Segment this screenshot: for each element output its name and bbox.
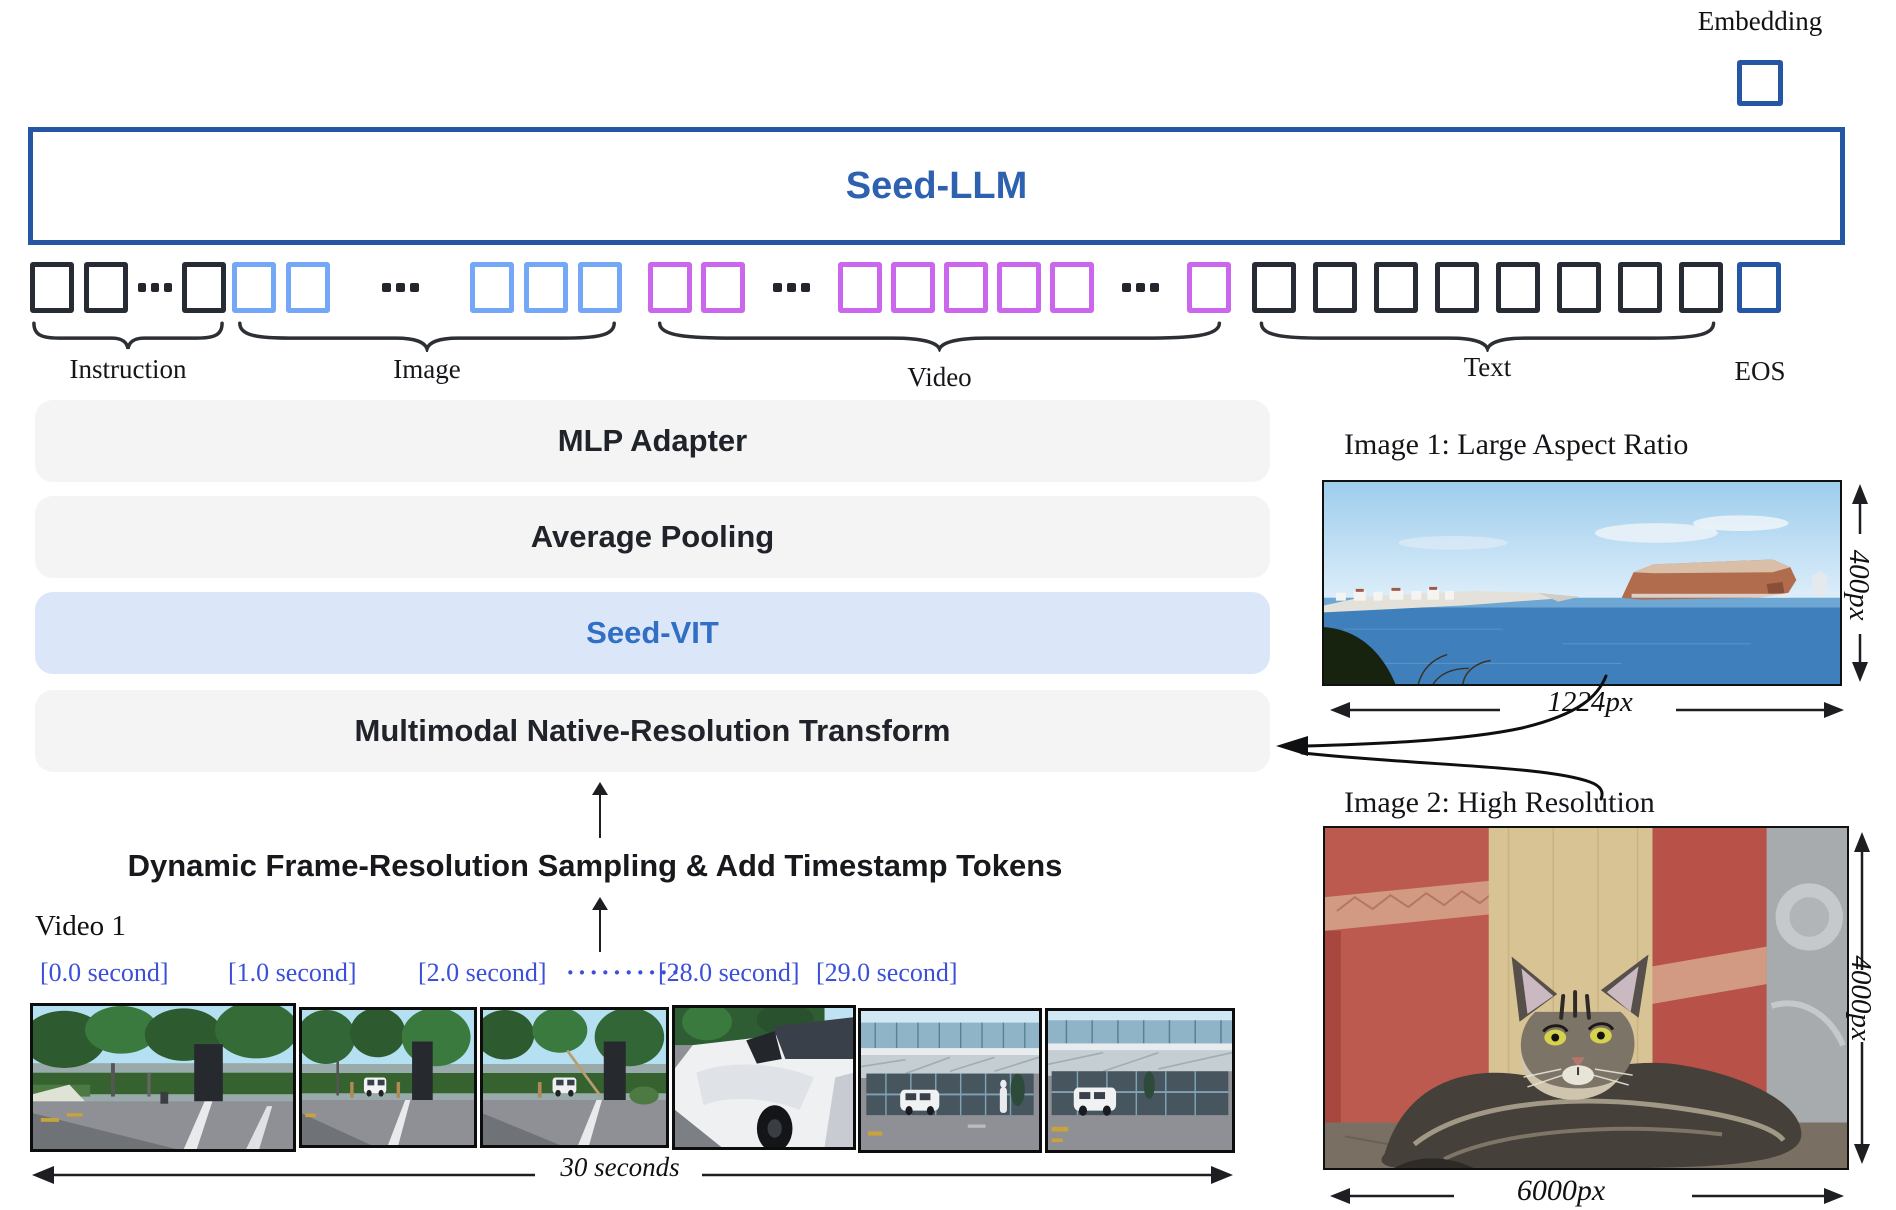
video-frame-2-image (299, 1007, 477, 1148)
image1-title: Image 1: Large Aspect Ratio (1344, 428, 1689, 461)
image1-height-label: 400px (1843, 549, 1875, 621)
video-token-square (997, 262, 1041, 313)
text-token-square (1313, 262, 1357, 313)
video-label: Video (907, 362, 972, 392)
image2-width-arrow-icon (1328, 1184, 1846, 1208)
dot (1122, 283, 1131, 292)
text-token-square (1557, 262, 1601, 313)
image1-width-label: 1224px (1547, 686, 1633, 718)
dot (409, 283, 419, 292)
image2-height-label: 4000px (1845, 955, 1877, 1041)
duration-arrow-icon (30, 1160, 1235, 1190)
text-token-square (1618, 262, 1662, 313)
video-title: Video 1 (35, 910, 126, 942)
dot (1136, 283, 1145, 292)
text-token-square (1679, 262, 1723, 313)
token-group-image (232, 262, 622, 313)
video-frame-6-image (1045, 1008, 1235, 1153)
seed-vit-box: Seed-VIT (35, 592, 1270, 674)
image-token-square (524, 262, 568, 313)
image-token-square (232, 262, 276, 313)
video-frame-3-image (480, 1007, 669, 1148)
average-pooling-box: Average Pooling (35, 496, 1270, 578)
video-token-square (1050, 262, 1094, 313)
image2-photo (1323, 826, 1849, 1170)
mlp-adapter-box: MLP Adapter (35, 400, 1270, 482)
timestamp-2: [2.0 second] (418, 958, 547, 987)
video-frame-1-image (30, 1003, 296, 1152)
ellipsis-icon (340, 283, 460, 292)
up-arrow-icon (592, 897, 608, 952)
duration-label: 30 seconds (560, 1152, 680, 1182)
seed-vit-label: Seed-VIT (586, 615, 719, 650)
seed-llm-box (28, 127, 1845, 245)
image2-width-label: 6000px (1516, 1174, 1606, 1207)
text-token-square (1435, 262, 1479, 313)
dot (395, 283, 405, 292)
brace-icon (1252, 320, 1723, 352)
image-label: Image (393, 354, 461, 384)
dot (138, 283, 146, 292)
image2-title: Image 2: High Resolution (1344, 786, 1655, 819)
text-token-square (1374, 262, 1418, 313)
dot (381, 283, 391, 292)
image-token-square (470, 262, 514, 313)
instruction-token-square (84, 262, 128, 313)
text-token-square (1252, 262, 1296, 313)
embedding-label: Embedding (1697, 6, 1823, 36)
timestamp-ellipsis: ·········· (566, 958, 683, 987)
transform-box: Multimodal Native-Resolution Transform (35, 690, 1270, 772)
video-token-square (944, 262, 988, 313)
video-token-square (701, 262, 745, 313)
mlp-adapter-label: MLP Adapter (557, 423, 748, 458)
video-frame-4-image (672, 1005, 856, 1150)
dot (1150, 283, 1159, 292)
video-token-square (891, 262, 935, 313)
up-arrow-icon (592, 782, 608, 838)
video-frame-5-image (858, 1008, 1042, 1153)
brace-icon (30, 320, 226, 352)
brace-icon (232, 320, 622, 352)
video-token-square (1187, 262, 1231, 313)
average-pooling-label: Average Pooling (530, 519, 775, 554)
timestamp-0: [0.0 second] (40, 958, 169, 987)
token-group-instruction (30, 262, 226, 313)
curved-arrow-icon (1270, 662, 1670, 812)
text-token-square (1496, 262, 1540, 313)
image2-height-arrow-icon (1848, 830, 1876, 1166)
dot (787, 283, 796, 292)
token-group-text (1252, 262, 1723, 313)
image1-photo (1322, 480, 1842, 686)
timestamp-29: [29.0 second] (816, 958, 958, 987)
transform-label: Multimodal Native-Resolution Transform (354, 713, 951, 748)
image1-height-arrow-icon (1846, 482, 1874, 684)
video-token-square (838, 262, 882, 313)
sampling-label: Dynamic Frame-Resolution Sampling & Add … (127, 848, 1063, 883)
dot (801, 283, 810, 292)
dot (151, 283, 159, 292)
image-token-square (286, 262, 330, 313)
image-token-square (578, 262, 622, 313)
timestamp-1: [1.0 second] (228, 958, 357, 987)
instruction-label: Instruction (69, 354, 187, 384)
seed-llm-label: Seed-LLM (845, 165, 1028, 207)
image1-width-arrow-icon (1328, 698, 1846, 722)
dot (773, 283, 782, 292)
eos-token-square (1737, 262, 1781, 313)
ellipsis-icon (1103, 283, 1178, 292)
ellipsis-icon (138, 283, 172, 292)
ellipsis-icon (754, 283, 829, 292)
token-group-video (648, 262, 1231, 313)
text-label: Text (1463, 352, 1512, 382)
video-token-square (648, 262, 692, 313)
timestamp-28: [28.0 second] (658, 958, 800, 987)
instruction-token-square (182, 262, 226, 313)
embedding-token-square (1737, 60, 1783, 106)
instruction-token-square (30, 262, 74, 313)
brace-icon (648, 320, 1231, 352)
dot (164, 283, 172, 292)
eos-label: EOS (1734, 356, 1786, 386)
